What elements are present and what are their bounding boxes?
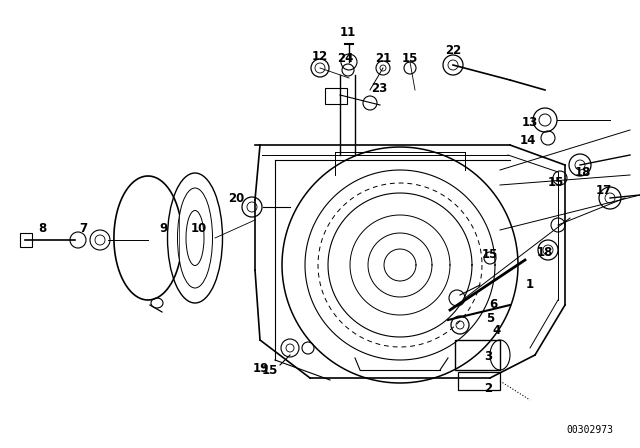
Bar <box>20 233 32 247</box>
Text: 1: 1 <box>526 279 534 292</box>
Bar <box>458 372 500 390</box>
Text: 18: 18 <box>575 165 591 178</box>
Ellipse shape <box>151 298 163 308</box>
Text: 17: 17 <box>596 184 612 197</box>
Text: 4: 4 <box>493 323 501 336</box>
Text: 20: 20 <box>228 191 244 204</box>
Text: 18: 18 <box>537 246 553 259</box>
Text: 19: 19 <box>253 362 269 375</box>
Bar <box>455 340 500 370</box>
Text: 15: 15 <box>262 363 278 376</box>
Text: 12: 12 <box>312 51 328 64</box>
Text: 3: 3 <box>484 349 492 362</box>
Text: 2: 2 <box>484 382 492 395</box>
Text: 00302973: 00302973 <box>566 425 614 435</box>
Text: 24: 24 <box>337 52 353 65</box>
Text: 23: 23 <box>371 82 387 95</box>
Text: 5: 5 <box>486 311 494 324</box>
Text: 15: 15 <box>482 249 498 262</box>
Text: 9: 9 <box>160 221 168 234</box>
Text: 15: 15 <box>548 176 564 189</box>
Text: 13: 13 <box>522 116 538 129</box>
Text: 6: 6 <box>489 298 497 311</box>
Text: 14: 14 <box>520 134 536 146</box>
Text: 8: 8 <box>38 221 46 234</box>
Text: 15: 15 <box>402 52 418 65</box>
Bar <box>325 88 347 104</box>
Text: 10: 10 <box>191 221 207 234</box>
Text: 21: 21 <box>375 52 391 65</box>
Text: 7: 7 <box>79 221 87 234</box>
Text: 11: 11 <box>340 26 356 39</box>
Text: 22: 22 <box>445 43 461 56</box>
